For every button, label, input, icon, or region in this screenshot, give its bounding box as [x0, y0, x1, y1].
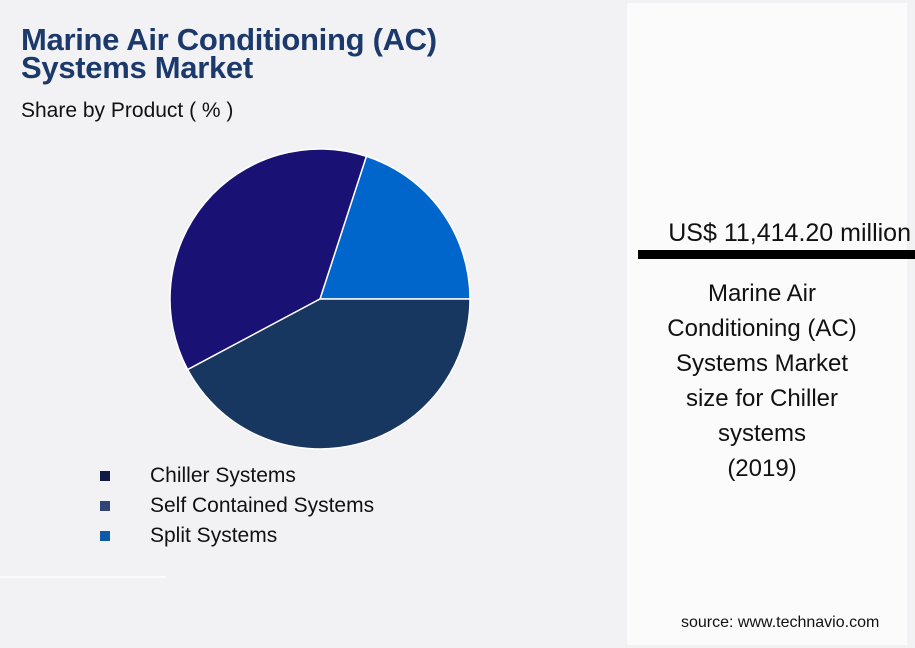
source-credit: source: www.technavio.com [681, 614, 880, 631]
legend-swatch-icon [100, 531, 110, 541]
market-size-description: Marine Air Conditioning (AC) Systems Mar… [627, 276, 897, 486]
title-line-1: Marine Air Conditioning (AC) [21, 22, 437, 57]
desc-line: Conditioning (AC) [667, 315, 857, 342]
pie-slice-chiller-systems [169, 148, 368, 371]
divider-line [0, 576, 165, 578]
chart-legend: Chiller Systems Self Contained Systems S… [100, 461, 374, 551]
desc-line: Marine Air [707, 280, 817, 307]
desc-line: systems [717, 420, 806, 447]
page-title: Marine Air Conditioning (AC) Systems Mar… [21, 22, 437, 85]
pie-slice-self-contained-systems [186, 298, 471, 450]
market-size-value: US$ 11,414.20 million [668, 219, 911, 247]
title-line-2: Systems Market [21, 50, 253, 85]
pie-chart [168, 148, 472, 452]
desc-line: (2019) [727, 455, 797, 482]
legend-label: Self Contained Systems [150, 494, 375, 517]
legend-swatch-icon [100, 501, 110, 511]
value-underline-bar [638, 250, 915, 259]
pie-slice-split-systems [318, 155, 471, 300]
desc-line: Systems Market [675, 350, 849, 377]
desc-line: size for Chiller [685, 385, 839, 412]
legend-label: Split Systems [150, 524, 278, 547]
legend-label: Chiller Systems [150, 464, 296, 487]
legend-swatch-icon [100, 471, 110, 481]
legend-item-split: Split Systems [100, 521, 374, 551]
legend-item-chiller: Chiller Systems [100, 461, 374, 491]
chart-subtitle: Share by Product ( % ) [21, 99, 234, 122]
market-size-panel: US$ 11,414.20 million [627, 3, 911, 645]
legend-item-self-contained: Self Contained Systems [100, 491, 374, 521]
pie-chart-svg [169, 148, 471, 450]
